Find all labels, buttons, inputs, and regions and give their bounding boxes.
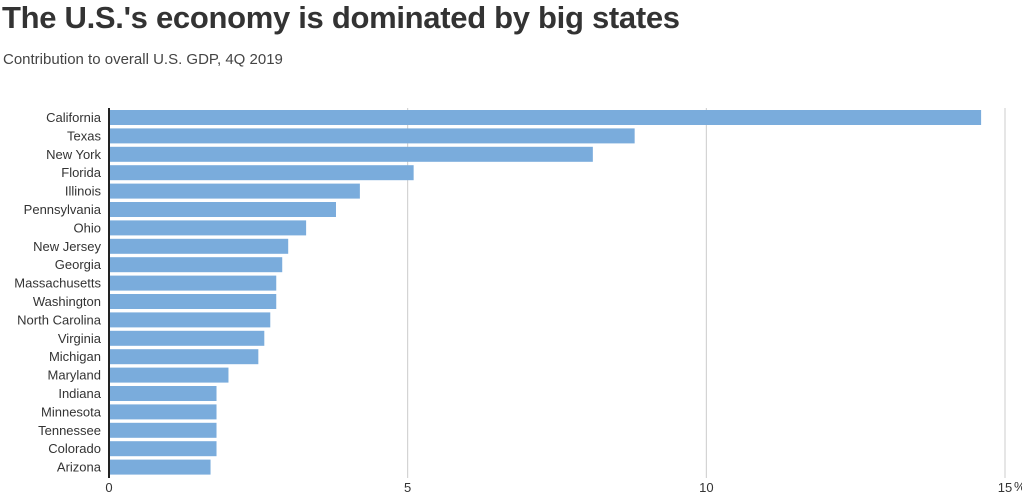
bar-washington — [109, 294, 277, 309]
bar-new-jersey — [109, 238, 289, 254]
bar-massachusetts — [109, 275, 277, 291]
category-label-florida: Florida — [61, 165, 102, 180]
bar-georgia — [109, 257, 283, 273]
category-label-new-jersey: New Jersey — [33, 239, 101, 254]
category-label-minnesota: Minnesota — [41, 404, 102, 419]
bar-pennsylvania — [109, 202, 336, 217]
category-label-virginia: Virginia — [58, 331, 102, 346]
category-label-illinois: Illinois — [65, 184, 102, 199]
bar-ohio — [109, 220, 307, 236]
category-label-massachusetts: Massachusetts — [14, 276, 101, 291]
bar-arizona — [109, 459, 211, 475]
chart-title: The U.S.'s economy is dominated by big s… — [2, 0, 680, 35]
category-label-georgia: Georgia — [55, 257, 102, 272]
category-label-new-york: New York — [46, 147, 101, 162]
bar-virginia — [109, 330, 265, 346]
chart-subtitle: Contribution to overall U.S. GDP, 4Q 201… — [3, 51, 283, 68]
x-tick-label-0: 0 — [105, 480, 112, 495]
x-tick-label-10: 10 — [699, 480, 713, 495]
category-label-north-carolina: North Carolina — [17, 312, 102, 327]
bar-california — [109, 110, 982, 125]
bar-colorado — [109, 441, 217, 457]
category-label-tennessee: Tennessee — [38, 423, 101, 438]
bar-texas — [109, 128, 635, 144]
x-axis-unit: % — [1014, 479, 1022, 494]
bar-illinois — [109, 183, 360, 199]
category-labels: California Texas New York Florida Illinois Pe… — [14, 110, 101, 475]
category-label-indiana: Indiana — [58, 386, 101, 401]
bar-indiana — [109, 386, 217, 401]
category-label-maryland: Maryland — [48, 368, 101, 383]
category-label-washington: Washington — [33, 294, 101, 309]
category-label-california: California — [46, 110, 102, 125]
category-label-colorado: Colorado — [48, 441, 101, 456]
bar-tennessee — [109, 422, 217, 438]
bar-north-carolina — [109, 312, 271, 328]
bar-florida — [109, 165, 414, 181]
gridlines — [407, 108, 1006, 478]
category-label-texas: Texas — [67, 128, 101, 143]
category-label-ohio: Ohio — [74, 220, 101, 235]
category-label-arizona: Arizona — [57, 460, 102, 475]
bar-maryland — [109, 367, 229, 383]
bar-new-york — [109, 146, 593, 162]
category-label-michigan: Michigan — [49, 349, 101, 364]
x-tick-label-5: 5 — [404, 480, 411, 495]
bars — [109, 110, 982, 475]
bar-minnesota — [109, 404, 217, 420]
x-axis-ticks: 0 5 10 15% — [105, 479, 1022, 495]
x-tick-label-15: 15 — [998, 480, 1012, 495]
bar-michigan — [109, 349, 259, 365]
category-label-pennsylvania: Pennsylvania — [24, 202, 102, 217]
